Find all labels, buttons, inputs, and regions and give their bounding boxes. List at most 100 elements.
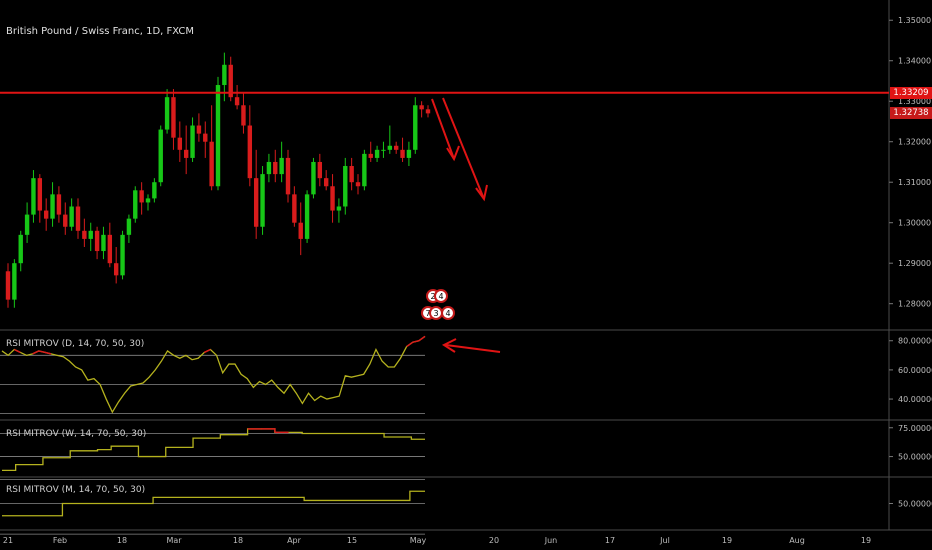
candle-body [406, 149, 412, 158]
candle-body [133, 190, 138, 219]
rsi-overbought-segment [203, 348, 211, 354]
event-marker-label: 2 [430, 292, 435, 301]
candle-body [266, 161, 272, 175]
candle-body [323, 178, 329, 187]
candlestick-series [5, 52, 431, 308]
candle-body [317, 161, 323, 179]
price-tick-label: 1.34000 [898, 57, 931, 66]
arrow-left-rsi[interactable] [445, 344, 501, 353]
candle-body [190, 125, 195, 158]
candle-body [222, 64, 227, 86]
symbol-title: British Pound / Swiss Franc, 1D, FXCM [6, 26, 194, 37]
candle-body [145, 198, 151, 203]
time-tick-label: Jun [544, 536, 558, 545]
time-tick-label: Jul [659, 536, 670, 545]
price-tick-label: 1.32000 [898, 138, 931, 147]
candle-body [56, 194, 62, 215]
candle-body [126, 218, 132, 235]
rsi-tick-label: 50.00000 [898, 500, 932, 509]
rsi-overbought-segment [412, 340, 420, 343]
candle-body [330, 186, 335, 211]
candle-body [12, 263, 17, 300]
candle-body [196, 125, 202, 134]
rsi-line [1, 335, 426, 414]
arrow-down-2-head[interactable] [475, 184, 488, 202]
candle-body [419, 105, 424, 110]
candle-body [273, 161, 278, 175]
rsi-overbought-segment [38, 350, 46, 354]
rsi-tick-label: 40.00000 [898, 395, 932, 404]
drawn-arrows[interactable] [431, 97, 501, 353]
last-price-badge: 1.32738 [890, 107, 932, 120]
time-tick-label: Feb [53, 536, 67, 545]
time-axis[interactable]: 21 Feb 18 Mar 18 Apr 15 May 20 Jun 17 Jul 19 Aug 19 [3, 536, 871, 545]
price-tick-label: 1.29000 [898, 259, 931, 268]
time-tick-label: 18 [117, 536, 127, 545]
candle-body [82, 230, 87, 239]
rsi-line [2, 490, 425, 517]
candle-body [24, 214, 30, 235]
candle-body [5, 271, 11, 300]
candle-body [183, 149, 189, 158]
candle-body [37, 178, 43, 211]
candle-body [400, 149, 405, 158]
rsi-weekly-pane: 75.00000 50.00000 [0, 424, 932, 481]
candle-body [209, 141, 214, 187]
price-axis[interactable]: 1.35000 1.34000 1.33000 1.32000 1.31000 1.300… [889, 16, 931, 309]
candle-body [393, 145, 399, 150]
arrow-down-2[interactable] [442, 97, 485, 200]
candle-body [285, 157, 291, 195]
event-marker-label: 7 [425, 309, 430, 318]
candle-body [69, 206, 74, 227]
candle-body [343, 166, 348, 207]
time-tick-label: Mar [166, 536, 182, 545]
candle-body [101, 234, 106, 252]
rsi-overbought-segment [261, 428, 276, 433]
rsi-overbought-segment [406, 341, 414, 348]
time-tick-label: 21 [3, 536, 13, 545]
candle-body [425, 109, 431, 114]
arrow-left-rsi-head[interactable] [441, 338, 457, 353]
candle-body [94, 230, 100, 252]
candle-body [253, 178, 259, 227]
rsi-tick-label: 80.00000 [898, 337, 932, 346]
candle-body [63, 214, 68, 227]
candle-body [228, 64, 233, 98]
candle-body [139, 190, 144, 203]
rsi-daily-label: RSI MITROV (D, 14, 70, 50, 30) [6, 339, 145, 349]
event-marker-label: 4 [445, 309, 450, 318]
rsi-monthly-label: RSI MITROV (M, 14, 70, 50, 30) [6, 485, 146, 495]
candle-body [387, 145, 393, 150]
rsi-tick-label: 75.00000 [898, 424, 932, 433]
candle-body [298, 222, 303, 239]
candle-body [234, 97, 240, 106]
rsi-line [2, 428, 425, 472]
rsi-daily-pane: 80.00000 60.00000 40.00000 [0, 335, 932, 415]
rsi-tick-label: 50.00000 [898, 453, 932, 462]
event-marker-circle [441, 306, 455, 320]
candle-body [50, 194, 55, 219]
candle-body [292, 194, 297, 223]
candle-body [413, 105, 418, 150]
candle-body [164, 97, 170, 130]
candle-body [311, 161, 316, 195]
time-tick-label: 19 [861, 536, 871, 545]
candle-body [171, 97, 176, 138]
candle-body [75, 206, 81, 231]
rsi-weekly-label: RSI MITROV (W, 14, 70, 50, 30) [6, 429, 147, 439]
time-tick-label: 15 [347, 536, 357, 545]
candle-body [215, 85, 221, 187]
rsi-tick-label: 60.00000 [898, 366, 932, 375]
price-tick-label: 1.33000 [898, 97, 931, 106]
candle-body [247, 125, 253, 179]
candle-body [279, 157, 284, 175]
arrow-down-1[interactable] [431, 98, 455, 160]
candle-body [349, 166, 354, 183]
time-tick-label: 18 [233, 536, 243, 545]
arrow-down-1-head[interactable] [446, 145, 460, 162]
candle-body [260, 174, 265, 227]
candle-body [381, 149, 386, 151]
candle-body [107, 234, 113, 264]
event-markers[interactable]: 2 47 3 4 [421, 289, 455, 320]
